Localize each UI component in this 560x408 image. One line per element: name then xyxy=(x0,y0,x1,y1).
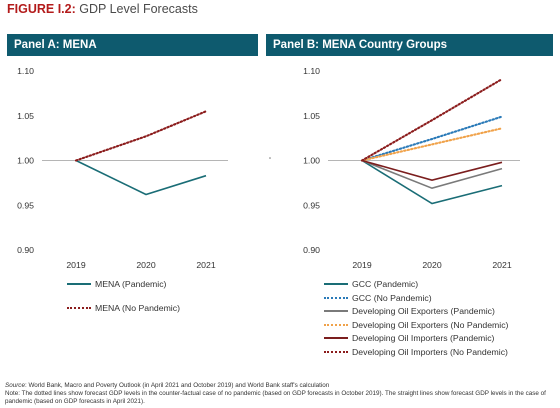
x-tick-label: 2021 xyxy=(492,260,511,270)
x-tick-label: 2021 xyxy=(196,260,215,270)
series-line-1-3 xyxy=(360,127,504,162)
legend-item: GCC (Pandemic) xyxy=(324,279,418,289)
legend-swatch xyxy=(324,296,348,299)
note-line-2: pandemic (based on GDP forecasts in Apri… xyxy=(5,398,145,405)
x-tick-label: 2020 xyxy=(422,260,441,270)
legend-label: MENA (Pandemic) xyxy=(95,279,167,289)
legend-label: Developing Oil Importers (No Pandemic) xyxy=(352,346,508,357)
legend-swatch xyxy=(324,337,348,339)
figure-subtitle: GDP Level Forecasts xyxy=(79,2,198,16)
source-line: Source: World Bank, Macro and Poverty Ou… xyxy=(5,382,329,390)
legend-label: GCC (No Pandemic) xyxy=(352,292,432,303)
series-line-0-0 xyxy=(75,159,207,196)
series-line-1-1 xyxy=(360,115,504,162)
y-tick-label: 1.00 xyxy=(303,156,320,166)
legend-swatch xyxy=(324,310,348,312)
series-line-1-5 xyxy=(360,78,504,162)
legend-swatch xyxy=(324,350,348,353)
legend-item: MENA (No Pandemic) xyxy=(67,303,180,313)
x-tick-label: 2019 xyxy=(66,260,85,270)
series-line-1-4 xyxy=(361,159,503,182)
legend-item: Developing Oil Importers (No Pandemic) xyxy=(324,347,508,357)
legend-label: MENA (No Pandemic) xyxy=(95,303,180,313)
figure-title: FIGURE I.2: GDP Level Forecasts xyxy=(7,2,198,16)
source-label: Source xyxy=(5,382,25,389)
legend-item: Developing Oil Exporters (No Pandemic) xyxy=(324,320,508,330)
legend-swatch xyxy=(324,323,348,326)
x-tick-label: 2020 xyxy=(136,260,155,270)
y-tick-label: 0.90 xyxy=(303,245,320,255)
legend-swatch xyxy=(67,283,91,285)
panel-divider-dot xyxy=(269,157,271,159)
series-line-1-2 xyxy=(361,159,503,190)
legend-label: Developing Oil Exporters (Pandemic) xyxy=(352,306,495,316)
y-tick-label: 0.95 xyxy=(17,200,34,210)
legend-item: MENA (Pandemic) xyxy=(67,279,166,289)
y-tick-label: 1.05 xyxy=(17,111,34,121)
series-line-0-1 xyxy=(74,110,208,162)
legend-item: GCC (No Pandemic) xyxy=(324,293,432,303)
y-tick-label: 1.10 xyxy=(17,66,34,76)
x-tick-label: 2019 xyxy=(352,260,371,270)
legend-item: Developing Oil Importers (Pandemic) xyxy=(324,333,494,343)
series-line-1-0 xyxy=(361,159,503,205)
panel-b-header: Panel B: MENA Country Groups xyxy=(266,34,553,56)
y-tick-label: 1.05 xyxy=(303,111,320,121)
legend-label: Developing Oil Importers (Pandemic) xyxy=(352,333,495,343)
y-tick-label: 1.00 xyxy=(17,156,34,166)
panel-a-header: Panel A: MENA xyxy=(7,34,258,56)
y-tick-label: 0.95 xyxy=(303,200,320,210)
y-tick-label: 1.10 xyxy=(303,66,320,76)
legend-label: GCC (Pandemic) xyxy=(352,279,419,289)
legend-swatch xyxy=(67,307,91,309)
figure-label: FIGURE I.2: xyxy=(7,2,76,16)
legend-swatch xyxy=(324,283,348,285)
legend-label: Developing Oil Exporters (No Pandemic) xyxy=(352,319,509,330)
note-line: Note: The dotted lines show forecast GDP… xyxy=(5,390,546,397)
source-text: : World Bank, Macro and Poverty Outlook … xyxy=(24,382,330,389)
y-tick-label: 0.90 xyxy=(17,245,34,255)
legend-item: Developing Oil Exporters (Pandemic) xyxy=(324,306,495,316)
